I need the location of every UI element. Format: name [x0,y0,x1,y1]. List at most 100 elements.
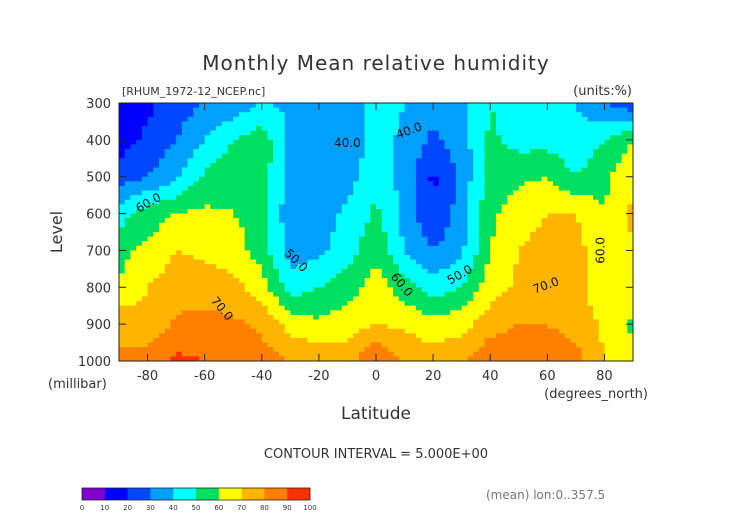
heatmap-cell [153,319,160,325]
heatmap-cell [244,195,251,201]
heatmap-cell [187,121,194,127]
heatmap-cell [227,195,234,201]
heatmap-cell [261,181,269,187]
heatmap-cell [353,333,360,339]
heatmap-cell [444,121,451,127]
heatmap-cell [387,241,394,247]
heatmap-cell [501,112,508,118]
heatmap-cell [398,232,406,238]
heatmap-cell [501,162,508,169]
heatmap-cell [587,176,594,182]
heatmap-cell [421,273,428,279]
heatmap-cell [558,135,566,141]
heatmap-cell [593,208,600,215]
heatmap-cell [587,324,594,330]
heatmap-cell [376,218,383,224]
heatmap-cell [124,135,132,141]
heatmap-cell [433,264,440,270]
heatmap-cell [250,190,257,196]
heatmap-cell [433,190,440,196]
heatmap-cell [261,167,269,173]
heatmap-cell [170,135,177,141]
heatmap-cell [290,135,297,141]
heatmap-cell [147,333,154,339]
heatmap-cell [364,222,371,228]
heatmap-cell [181,278,189,284]
heatmap-cell [158,241,166,247]
heatmap-cell [570,116,577,123]
heatmap-cell [347,195,354,201]
heatmap-cell [604,319,611,325]
heatmap-cell [513,314,520,321]
heatmap-cell [376,153,383,159]
heatmap-cell [301,213,309,219]
heatmap-cell [381,301,389,307]
heatmap-cell [427,259,434,265]
heatmap-cell [593,218,600,224]
heatmap-cell [141,287,149,293]
heatmap-cell [267,255,274,261]
heatmap-cell [478,112,486,118]
heatmap-cell [250,135,257,141]
heatmap-cell [210,185,217,192]
heatmap-cell [444,241,451,247]
heatmap-cell [193,282,200,288]
heatmap-cell [290,259,297,265]
heatmap-cell [267,301,274,307]
heatmap-cell [507,208,514,215]
heatmap-cell [267,250,274,256]
heatmap-cell [256,135,263,141]
heatmap-cell [387,135,394,141]
heatmap-cell [261,195,269,201]
heatmap-cell [164,144,171,150]
heatmap-cell [250,328,257,334]
heatmap-cell [273,268,280,275]
heatmap-cell [296,278,303,284]
heatmap-cell [176,337,183,344]
heatmap-cell [364,314,371,321]
heatmap-cell [455,218,463,224]
heatmap-cell [415,324,423,330]
heatmap-cell [124,250,132,256]
heatmap-cell [490,112,497,118]
heatmap-cell [615,172,623,178]
heatmap-cell [158,356,166,361]
heatmap-cell [170,107,177,113]
heatmap-cell [227,347,234,353]
heatmap-cell [490,195,497,201]
heatmap-cell [358,250,366,256]
heatmap-cell [290,305,297,311]
heatmap-cell [444,291,451,298]
heatmap-cell [518,296,526,302]
heatmap-cell [370,135,377,141]
heatmap-cell [124,144,132,150]
heatmap-cell [227,222,234,228]
heatmap-cell [501,116,508,123]
heatmap-cell [244,342,251,348]
heatmap-cell [467,153,474,159]
heatmap-cell [541,222,548,228]
heatmap-cell [278,190,286,196]
heatmap-cell [147,162,154,169]
heatmap-cell [541,167,548,173]
heatmap-cell [433,195,440,201]
heatmap-cell [593,130,600,136]
heatmap-cell [364,347,371,353]
heatmap-cell [370,324,377,330]
heatmap-cell [307,149,314,155]
heatmap-cell [387,185,394,192]
heatmap-cell [238,342,246,348]
heatmap-cell [461,218,468,224]
heatmap-cell [330,135,337,141]
heatmap-cell [210,291,217,298]
heatmap-cell [210,351,217,357]
heatmap-cell [427,204,434,210]
heatmap-cell [164,222,171,228]
heatmap-cell [278,319,286,325]
heatmap-cell [393,158,400,164]
heatmap-cell [581,310,588,316]
heatmap-cell [575,162,583,169]
heatmap-cell [410,282,417,288]
heatmap-cell [198,287,206,293]
heatmap-cell [410,259,417,265]
